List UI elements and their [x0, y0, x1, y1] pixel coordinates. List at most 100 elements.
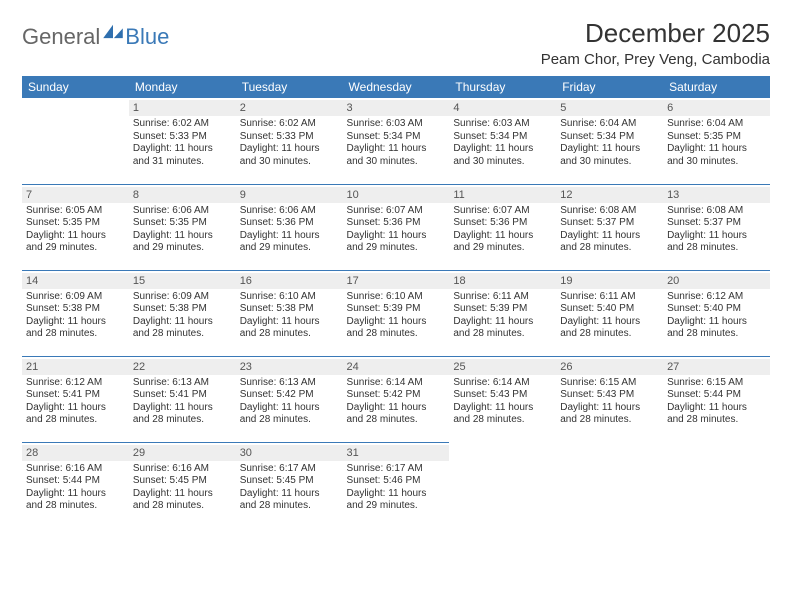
day-number: 29 — [129, 445, 236, 461]
day-number: 3 — [343, 100, 450, 116]
daylight-line: Daylight: 11 hours and 28 minutes. — [560, 230, 659, 255]
logo-sail-icon — [102, 23, 124, 39]
calendar-cell: 4Sunrise: 6:03 AMSunset: 5:34 PMDaylight… — [449, 98, 556, 184]
calendar-cell: 21 Sunrise: 6:12 AMSunset: 5:41 PMDayligh… — [22, 356, 129, 442]
sunset-line: Sunset: 5:41 PM — [26, 389, 125, 402]
daylight-line: Daylight: 11 hours and 31 minutes. — [133, 143, 232, 168]
day-number: 16 — [236, 273, 343, 289]
sunset-line: Sunset: 5:35 PM — [26, 217, 125, 230]
sunset-line: Sunset: 5:34 PM — [560, 131, 659, 144]
day-number: 8 — [129, 187, 236, 203]
sunset-line: Sunset: 5:35 PM — [133, 217, 232, 230]
sunset-line: Sunset: 5:38 PM — [26, 303, 125, 316]
sunset-line: Sunset: 5:46 PM — [347, 475, 446, 488]
sunrise-line: Sunrise: 6:16 AM — [133, 463, 232, 476]
sunset-line: Sunset: 5:36 PM — [347, 217, 446, 230]
day-number: 4 — [449, 100, 556, 116]
sunset-line: Sunset: 5:41 PM — [133, 389, 232, 402]
sunrise-line: Sunrise: 6:11 AM — [560, 291, 659, 304]
month-title: December 2025 — [541, 18, 770, 49]
sunrise-line: Sunrise: 6:12 AM — [26, 377, 125, 390]
sunrise-line: Sunrise: 6:06 AM — [133, 205, 232, 218]
calendar-cell: 5Sunrise: 6:04 AMSunset: 5:34 PMDaylight… — [556, 98, 663, 184]
sunrise-line: Sunrise: 6:04 AM — [667, 118, 766, 131]
sunset-line: Sunset: 5:38 PM — [133, 303, 232, 316]
sunrise-line: Sunrise: 6:05 AM — [26, 205, 125, 218]
daylight-line: Daylight: 11 hours and 28 minutes. — [667, 230, 766, 255]
sunset-line: Sunset: 5:44 PM — [667, 389, 766, 402]
sunrise-line: Sunrise: 6:14 AM — [453, 377, 552, 390]
sunset-line: Sunset: 5:39 PM — [453, 303, 552, 316]
day-number: 21 — [22, 359, 129, 375]
sunset-line: Sunset: 5:36 PM — [240, 217, 339, 230]
daylight-line: Daylight: 11 hours and 30 minutes. — [560, 143, 659, 168]
day-number: 15 — [129, 273, 236, 289]
sunset-line: Sunset: 5:34 PM — [347, 131, 446, 144]
daylight-line: Daylight: 11 hours and 28 minutes. — [26, 316, 125, 341]
sunrise-line: Sunrise: 6:02 AM — [133, 118, 232, 131]
day-number: 6 — [663, 100, 770, 116]
weekday-header-row: SundayMondayTuesdayWednesdayThursdayFrid… — [22, 76, 770, 98]
title-block: December 2025 Peam Chor, Prey Veng, Camb… — [541, 18, 770, 68]
sunset-line: Sunset: 5:34 PM — [453, 131, 552, 144]
weekday-header: Friday — [556, 76, 663, 98]
weekday-header: Wednesday — [343, 76, 450, 98]
sunrise-line: Sunrise: 6:02 AM — [240, 118, 339, 131]
calendar-body: 1Sunrise: 6:02 AMSunset: 5:33 PMDaylight… — [22, 98, 770, 528]
calendar-cell: 12Sunrise: 6:08 AMSunset: 5:37 PMDayligh… — [556, 184, 663, 270]
calendar-cell: 8Sunrise: 6:06 AMSunset: 5:35 PMDaylight… — [129, 184, 236, 270]
day-number: 11 — [449, 187, 556, 203]
header: General Blue December 2025 Peam Chor, Pr… — [22, 18, 770, 68]
calendar-cell: 28Sunrise: 6:16 AMSunset: 5:44 PMDayligh… — [22, 442, 129, 528]
sunrise-line: Sunrise: 6:03 AM — [347, 118, 446, 131]
sunrise-line: Sunrise: 6:11 AM — [453, 291, 552, 304]
day-number: 28 — [22, 445, 129, 461]
daylight-line: Daylight: 11 hours and 29 minutes. — [453, 230, 552, 255]
daylight-line: Daylight: 11 hours and 28 minutes. — [453, 316, 552, 341]
calendar-cell: 18Sunrise: 6:11 AMSunset: 5:39 PMDayligh… — [449, 270, 556, 356]
calendar-cell: 2Sunrise: 6:02 AMSunset: 5:33 PMDaylight… — [236, 98, 343, 184]
weekday-header: Saturday — [663, 76, 770, 98]
daylight-line: Daylight: 11 hours and 29 minutes. — [240, 230, 339, 255]
daylight-line: Daylight: 11 hours and 28 minutes. — [26, 402, 125, 427]
sunrise-line: Sunrise: 6:10 AM — [347, 291, 446, 304]
daylight-line: Daylight: 11 hours and 30 minutes. — [453, 143, 552, 168]
sunset-line: Sunset: 5:43 PM — [560, 389, 659, 402]
day-number: 10 — [343, 187, 450, 203]
daylight-line: Daylight: 11 hours and 28 minutes. — [133, 402, 232, 427]
calendar-cell: 3Sunrise: 6:03 AMSunset: 5:34 PMDaylight… — [343, 98, 450, 184]
daylight-line: Daylight: 11 hours and 28 minutes. — [560, 316, 659, 341]
day-number: 25 — [449, 359, 556, 375]
daylight-line: Daylight: 11 hours and 28 minutes. — [240, 316, 339, 341]
calendar-cell — [22, 98, 129, 184]
sunrise-line: Sunrise: 6:16 AM — [26, 463, 125, 476]
day-number: 1 — [129, 100, 236, 116]
sunrise-line: Sunrise: 6:15 AM — [560, 377, 659, 390]
calendar-week: 7Sunrise: 6:05 AMSunset: 5:35 PMDaylight… — [22, 184, 770, 270]
daylight-line: Daylight: 11 hours and 28 minutes. — [26, 488, 125, 513]
day-number: 30 — [236, 445, 343, 461]
location: Peam Chor, Prey Veng, Cambodia — [541, 51, 770, 68]
daylight-line: Daylight: 11 hours and 28 minutes. — [667, 402, 766, 427]
sunrise-line: Sunrise: 6:09 AM — [26, 291, 125, 304]
sunset-line: Sunset: 5:33 PM — [133, 131, 232, 144]
daylight-line: Daylight: 11 hours and 28 minutes. — [560, 402, 659, 427]
calendar-week: 14Sunrise: 6:09 AMSunset: 5:38 PMDayligh… — [22, 270, 770, 356]
calendar-cell: 13Sunrise: 6:08 AMSunset: 5:37 PMDayligh… — [663, 184, 770, 270]
calendar-cell: 16Sunrise: 6:10 AMSunset: 5:38 PMDayligh… — [236, 270, 343, 356]
calendar-cell — [663, 442, 770, 528]
day-number: 2 — [236, 100, 343, 116]
sunset-line: Sunset: 5:39 PM — [347, 303, 446, 316]
calendar-table: SundayMondayTuesdayWednesdayThursdayFrid… — [22, 76, 770, 528]
sunset-line: Sunset: 5:38 PM — [240, 303, 339, 316]
day-number: 19 — [556, 273, 663, 289]
sunrise-line: Sunrise: 6:17 AM — [347, 463, 446, 476]
sunrise-line: Sunrise: 6:08 AM — [560, 205, 659, 218]
day-number: 23 — [236, 359, 343, 375]
calendar-cell: 17Sunrise: 6:10 AMSunset: 5:39 PMDayligh… — [343, 270, 450, 356]
calendar-cell: 25Sunrise: 6:14 AMSunset: 5:43 PMDayligh… — [449, 356, 556, 442]
sunset-line: Sunset: 5:42 PM — [240, 389, 339, 402]
sunrise-line: Sunrise: 6:13 AM — [133, 377, 232, 390]
calendar-cell: 22Sunrise: 6:13 AMSunset: 5:41 PMDayligh… — [129, 356, 236, 442]
day-number: 5 — [556, 100, 663, 116]
